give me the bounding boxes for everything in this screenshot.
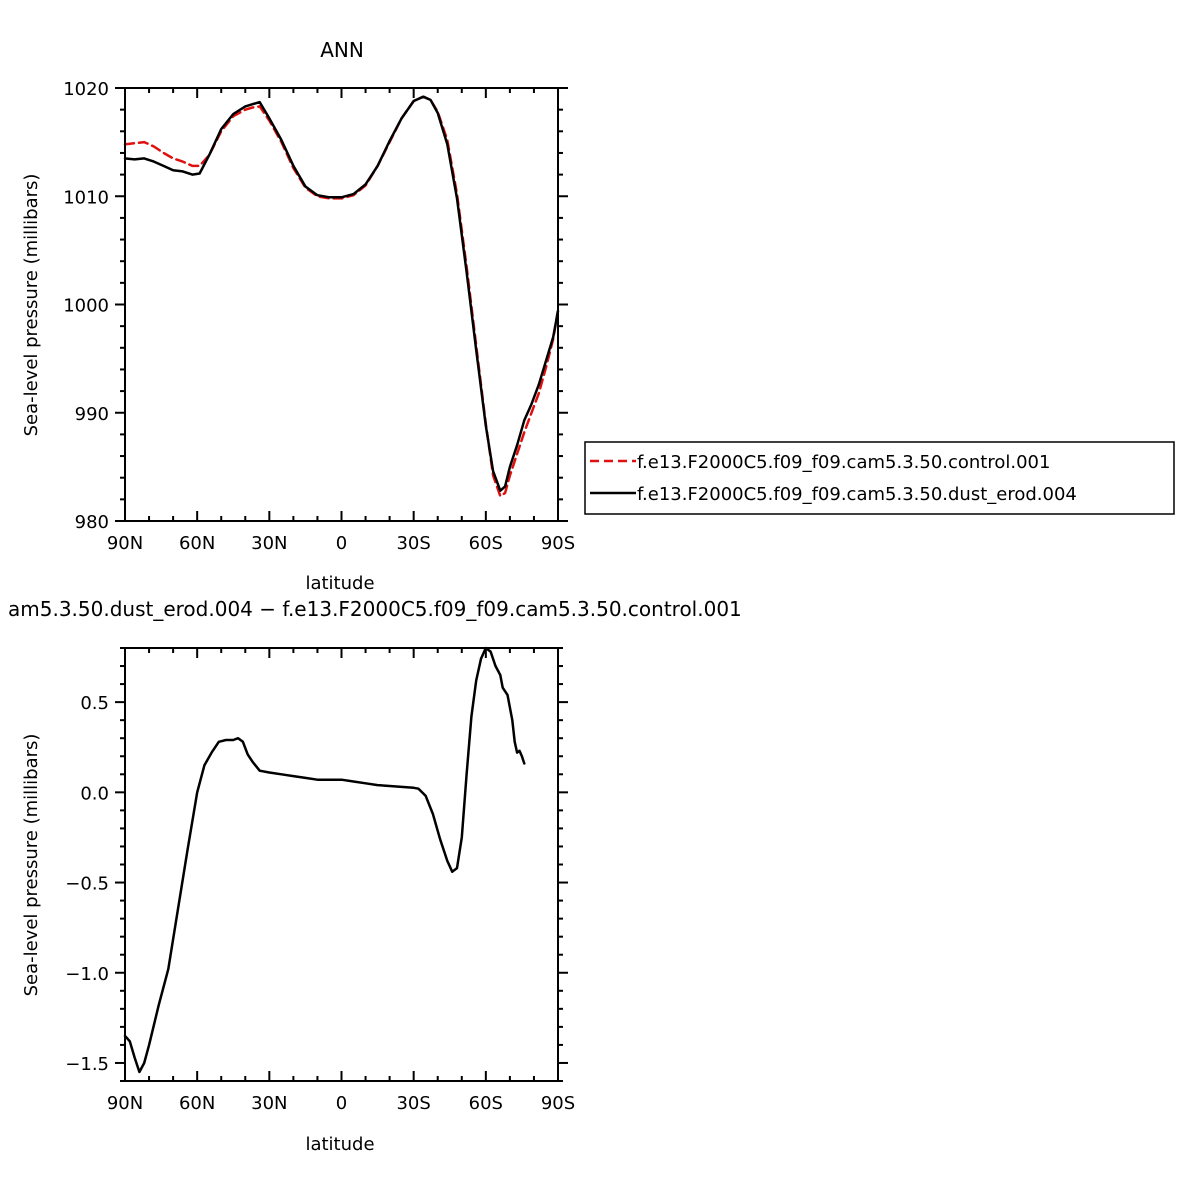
top-y-axis-label: Sea-level pressure (millibars): [21, 174, 42, 437]
bot-y-tick-label: −1.5: [65, 1054, 109, 1075]
legend-box: [584, 441, 1175, 515]
bot-x-tick-label: 90S: [541, 1093, 575, 1114]
top-x-tick-label: 60N: [179, 533, 215, 554]
top-x-tick-label: 60S: [469, 533, 503, 554]
top-chart-series: [123, 95, 560, 498]
legend: f.e13.F2000C5.f09_f09.cam5.3.50.control.…: [584, 441, 1175, 515]
top-y-tick-label: 1010: [63, 187, 109, 208]
bottom-plot-frame: [124, 647, 559, 1082]
top-chart-title: ANN: [320, 38, 364, 62]
top-tick-labels: 90N 60N 30N 0 30S 60S 90S 980 990 1000 1010 1020: [63, 79, 575, 554]
bot-x-tick-label: 0: [336, 1093, 347, 1114]
bottom-chart-title: am5.3.50.dust_erod.004 − f.e13.F2000C5.f…: [8, 597, 742, 621]
bottom-chart-series: [123, 646, 526, 1074]
bottom-tick-labels: 90N 60N 30N 0 30S 60S 90S −1.5 −1.0 −0.5 0.0 0.5: [65, 693, 575, 1114]
top-x-tick-label: 90N: [107, 533, 143, 554]
bot-y-tick-label: 0.5: [80, 693, 109, 714]
top-plot-frame: [124, 87, 559, 522]
top-y-tick-label: 990: [75, 404, 109, 425]
bot-y-tick-label: −0.5: [65, 874, 109, 895]
top-x-axis-label: latitude: [305, 573, 374, 594]
top-series-line-1: [123, 95, 560, 492]
bottom-chart-panel: am5.3.50.dust_erod.004 − f.e13.F2000C5.f…: [8, 597, 742, 1155]
legend-label-dust-erod: f.e13.F2000C5.f09_f09.cam5.3.50.dust_ero…: [637, 484, 1077, 505]
bottom-chart-axes: [115, 647, 568, 1082]
top-chart-axes: [115, 87, 568, 522]
bot-y-tick-label: 0.0: [80, 783, 109, 804]
top-x-tick-label: 90S: [541, 533, 575, 554]
top-y-tick-label: 980: [75, 512, 109, 533]
legend-label-control: f.e13.F2000C5.f09_f09.cam5.3.50.control.…: [637, 452, 1050, 473]
top-chart-panel: ANN 90N 60N 30N 0 30S 60S 90S 980 990 1000 1010 102…: [21, 38, 575, 594]
top-x-tick-label: 0: [336, 533, 347, 554]
bot-x-tick-label: 30S: [396, 1093, 430, 1114]
bot-x-tick-label: 60S: [469, 1093, 503, 1114]
bot-y-tick-label: −1.0: [65, 964, 109, 985]
top-y-tick-label: 1000: [63, 296, 109, 317]
top-series-line-0: [123, 95, 560, 498]
top-y-tick-label: 1020: [63, 79, 109, 100]
bottom-x-axis-label: latitude: [305, 1134, 374, 1155]
bottom-y-axis-label: Sea-level pressure (millibars): [21, 734, 42, 997]
top-x-tick-label: 30N: [251, 533, 287, 554]
bot-x-tick-label: 90N: [107, 1093, 143, 1114]
top-x-tick-label: 30S: [396, 533, 430, 554]
bot-x-tick-label: 30N: [251, 1093, 287, 1114]
bot-series-line-0: [123, 646, 526, 1074]
bot-x-tick-label: 60N: [179, 1093, 215, 1114]
